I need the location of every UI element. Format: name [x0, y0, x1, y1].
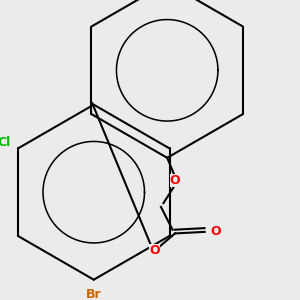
Text: Br: Br: [86, 287, 102, 300]
Text: O: O: [149, 244, 160, 257]
Text: O: O: [170, 174, 180, 187]
Text: O: O: [210, 225, 221, 239]
Text: Cl: Cl: [0, 136, 10, 149]
